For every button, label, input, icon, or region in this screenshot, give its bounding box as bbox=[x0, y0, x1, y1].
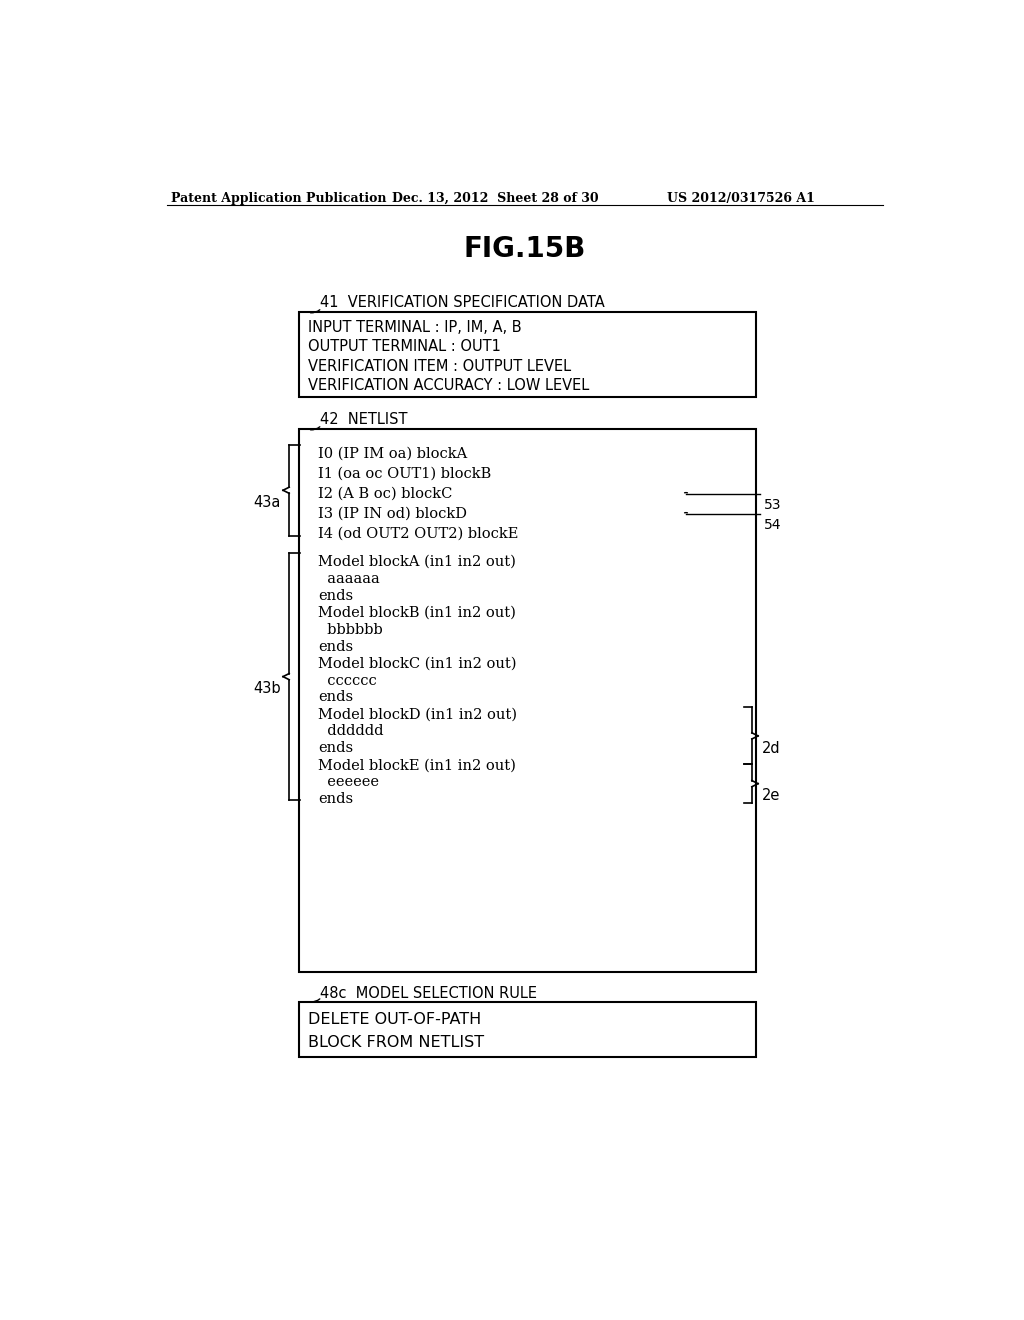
Text: 54: 54 bbox=[764, 517, 781, 532]
Text: Dec. 13, 2012  Sheet 28 of 30: Dec. 13, 2012 Sheet 28 of 30 bbox=[391, 193, 598, 206]
Text: aaaaaa: aaaaaa bbox=[317, 572, 380, 586]
Text: BLOCK FROM NETLIST: BLOCK FROM NETLIST bbox=[308, 1035, 484, 1051]
Text: 48c  MODEL SELECTION RULE: 48c MODEL SELECTION RULE bbox=[321, 986, 538, 1001]
Text: 43a: 43a bbox=[254, 495, 281, 510]
Text: I3 (IP IN od) blockD: I3 (IP IN od) blockD bbox=[317, 507, 467, 520]
Text: Patent Application Publication: Patent Application Publication bbox=[171, 193, 386, 206]
Text: 43b: 43b bbox=[254, 681, 282, 696]
Text: Model blockB (in1 in2 out): Model blockB (in1 in2 out) bbox=[317, 606, 516, 620]
Text: 2d: 2d bbox=[762, 741, 780, 755]
Text: cccccc: cccccc bbox=[317, 673, 377, 688]
Text: INPUT TERMINAL : IP, IM, A, B: INPUT TERMINAL : IP, IM, A, B bbox=[308, 321, 521, 335]
Text: 53: 53 bbox=[764, 498, 781, 512]
Text: 2e: 2e bbox=[762, 788, 780, 804]
Text: OUTPUT TERMINAL : OUT1: OUTPUT TERMINAL : OUT1 bbox=[308, 339, 501, 354]
Text: ends: ends bbox=[317, 690, 353, 705]
Text: ends: ends bbox=[317, 640, 353, 653]
Text: FIG.15B: FIG.15B bbox=[464, 235, 586, 264]
Text: Model blockA (in1 in2 out): Model blockA (in1 in2 out) bbox=[317, 554, 516, 569]
Text: ends: ends bbox=[317, 792, 353, 807]
Text: bbbbbb: bbbbbb bbox=[317, 623, 383, 636]
Text: Model blockE (in1 in2 out): Model blockE (in1 in2 out) bbox=[317, 758, 516, 772]
Text: DELETE OUT-OF-PATH: DELETE OUT-OF-PATH bbox=[308, 1012, 481, 1027]
Text: dddddd: dddddd bbox=[317, 725, 383, 738]
Text: Model blockC (in1 in2 out): Model blockC (in1 in2 out) bbox=[317, 656, 516, 671]
Text: VERIFICATION ACCURACY : LOW LEVEL: VERIFICATION ACCURACY : LOW LEVEL bbox=[308, 378, 589, 393]
Text: I4 (od OUT2 OUT2) blockE: I4 (od OUT2 OUT2) blockE bbox=[317, 527, 518, 540]
Bar bbox=[299, 313, 756, 397]
Text: ends: ends bbox=[317, 589, 353, 603]
Text: I1 (oa oc OUT1) blockB: I1 (oa oc OUT1) blockB bbox=[317, 466, 492, 480]
Text: 41  VERIFICATION SPECIFICATION DATA: 41 VERIFICATION SPECIFICATION DATA bbox=[321, 296, 605, 310]
Text: VERIFICATION ITEM : OUTPUT LEVEL: VERIFICATION ITEM : OUTPUT LEVEL bbox=[308, 359, 571, 374]
Bar bbox=[299, 429, 756, 973]
Text: ends: ends bbox=[317, 742, 353, 755]
Text: I2 (A B oc) blockC: I2 (A B oc) blockC bbox=[317, 487, 453, 500]
Bar bbox=[299, 1002, 756, 1057]
Text: Model blockD (in1 in2 out): Model blockD (in1 in2 out) bbox=[317, 708, 517, 722]
Text: eeeeee: eeeeee bbox=[317, 775, 379, 789]
Text: US 2012/0317526 A1: US 2012/0317526 A1 bbox=[667, 193, 814, 206]
Text: I0 (IP IM oa) blockA: I0 (IP IM oa) blockA bbox=[317, 446, 467, 461]
Text: 42  NETLIST: 42 NETLIST bbox=[321, 412, 408, 428]
